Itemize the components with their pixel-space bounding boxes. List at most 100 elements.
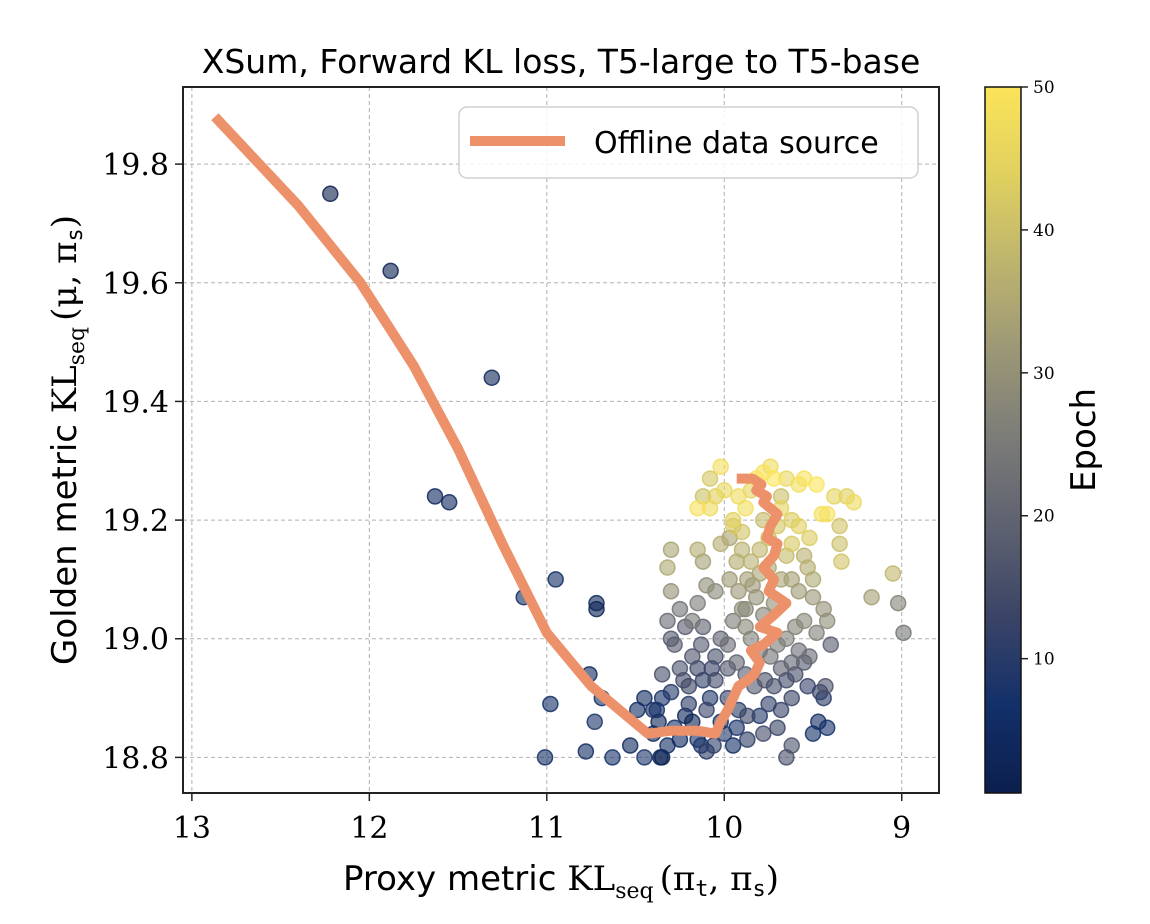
scatter-point [817, 677, 834, 695]
scatter-point [707, 648, 724, 665]
scatter-point [884, 565, 902, 582]
legend-label: Offline data source [594, 126, 879, 161]
scatter-point [733, 541, 751, 559]
scatter-point [705, 737, 722, 754]
scatter-point [795, 612, 813, 630]
scatter-point [737, 499, 754, 517]
scatter-point [833, 553, 850, 570]
colorbar-tick-label: 30 [1033, 364, 1055, 384]
y-axis-label: Golden metric KLseq (μ, πs) [45, 215, 90, 665]
scatter-point [765, 470, 783, 487]
scatter-point [684, 648, 701, 665]
y-label-prefix: Golden metric [45, 413, 85, 665]
scatter-point [716, 482, 733, 499]
colorbar-gradient [984, 86, 1022, 794]
y-label-args: (μ, π [45, 242, 85, 321]
scatter-point [815, 600, 832, 618]
chart-title: XSum, Forward KL loss, T5-large to T5-ba… [202, 42, 921, 81]
scatter-point [719, 636, 737, 653]
x-label-sub: seq [615, 879, 653, 904]
legend: Offline data source [458, 106, 919, 179]
scatter-point [547, 571, 564, 588]
x-axis-label: Proxy metric KLseq (πt, πs) [343, 859, 779, 904]
x-label-sub-s: s [752, 877, 765, 902]
scatter-point [728, 654, 745, 671]
scatter-point [586, 713, 603, 731]
scatter-point [742, 553, 760, 570]
scatter-point [831, 535, 848, 553]
y-tick-label: 19.8 [102, 148, 169, 183]
colorbar: 10 20 30 40 50 Epoch [984, 78, 1104, 794]
scatter-point [659, 737, 676, 754]
scatter-point [863, 588, 880, 606]
scatter-point [769, 719, 786, 736]
scatter-point [808, 624, 825, 642]
colorbar-label: Epoch [1064, 388, 1104, 492]
scatter-point [322, 185, 339, 203]
scatter-point [783, 535, 800, 553]
scatter-point [652, 749, 669, 766]
x-label-args: (π [660, 859, 696, 899]
x-tick-label: 11 [528, 811, 566, 846]
scatter-point [689, 499, 706, 517]
scatter-point [751, 541, 769, 559]
scatter-point [739, 707, 756, 725]
y-label-sub-s: s [63, 228, 88, 241]
y-label-close: ) [45, 215, 85, 228]
scatter-point [778, 630, 795, 647]
scatter-point [804, 588, 822, 606]
y-tick-label: 18.8 [102, 741, 169, 776]
scatter-point [724, 737, 742, 754]
y-tick-label: 19.6 [102, 267, 169, 302]
scatter-point [698, 577, 715, 594]
scatter-point [666, 636, 683, 653]
colorbar-tick-label: 20 [1033, 507, 1055, 527]
scatter-point [542, 695, 559, 713]
scatter-point [730, 488, 747, 505]
colorbar-tick-label: 10 [1033, 650, 1055, 670]
scatter-point [783, 737, 800, 754]
scatter-point [671, 600, 689, 618]
scatter-point [636, 689, 653, 707]
scatter-point [671, 660, 689, 677]
scatter-point [724, 511, 742, 529]
scatter-point [733, 600, 751, 618]
scatter-point [689, 541, 706, 559]
x-tick-label: 9 [892, 811, 911, 846]
x-tick-label: 12 [350, 811, 388, 846]
scatter-point [808, 476, 825, 493]
scatter-point [621, 737, 639, 754]
scatter-point [483, 369, 501, 386]
scatter-point [659, 559, 676, 576]
legend-box [458, 106, 919, 179]
scatter-point [799, 677, 816, 695]
scatter-point [889, 594, 907, 612]
scatter-point [707, 672, 724, 689]
scatter-point [588, 594, 605, 612]
scatter-point [895, 624, 912, 642]
scatter-point [692, 636, 710, 653]
y-label-sub: seq [65, 327, 90, 365]
scatter-point [645, 701, 662, 719]
axes-frame [182, 86, 940, 794]
scatter-point [818, 505, 836, 523]
y-axis-ticks: 18.8 19.0 19.2 19.4 19.6 19.8 [102, 148, 183, 776]
x-label-sub-t: t [695, 877, 708, 902]
scatter-point [604, 749, 621, 766]
scatter-point [701, 470, 719, 487]
scatter-point [659, 612, 676, 630]
scatter-point [577, 743, 595, 760]
scatter-point [636, 749, 653, 766]
scatter-point [822, 636, 839, 653]
x-axis-ticks: 13 12 11 10 9 [173, 793, 911, 846]
scatter-point [698, 701, 715, 719]
scatter-point [712, 535, 729, 553]
plot-area [183, 87, 939, 793]
x-label-close: ) [766, 859, 779, 899]
scatter-point [684, 612, 701, 630]
scatter-point [426, 488, 444, 505]
scatter-point [804, 725, 822, 742]
scatter-point [536, 749, 554, 766]
colorbar-tick-label: 50 [1033, 78, 1055, 98]
